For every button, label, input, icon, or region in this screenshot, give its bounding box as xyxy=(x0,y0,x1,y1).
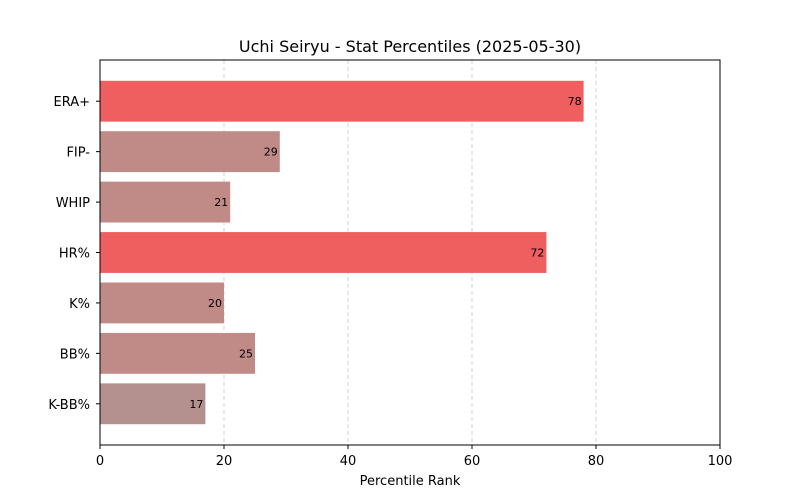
y-axis-ticks: ERA+ FIP- WHIP HR% K% BB% K-BB% xyxy=(48,95,100,413)
y-tick-label: FIP- xyxy=(66,146,90,161)
x-tick-label: 40 xyxy=(340,454,357,469)
y-tick-label: BB% xyxy=(60,347,90,362)
bar-value-label: 21 xyxy=(214,196,228,209)
bar-value-label: 72 xyxy=(530,247,544,260)
bar-value-label: 17 xyxy=(189,398,203,411)
bar-hr- xyxy=(100,232,547,273)
x-axis-title: Percentile Rank xyxy=(360,474,461,489)
x-axis-ticks: 0 20 40 60 80 100 xyxy=(96,445,733,469)
bar-whip xyxy=(100,181,231,223)
bar-value-label: 25 xyxy=(239,347,253,360)
bar-k-bb- xyxy=(100,383,206,425)
plot-frame xyxy=(99,59,721,446)
bar-bb- xyxy=(100,332,255,374)
bars-group xyxy=(100,80,584,425)
x-tick-label: 60 xyxy=(464,454,481,469)
chart-title: Uchi Seiryu - Stat Percentiles (2025-05-… xyxy=(239,37,581,56)
bar-value-label: 20 xyxy=(208,297,222,310)
x-tick-label: 0 xyxy=(96,454,104,469)
x-tick-label: 100 xyxy=(708,454,733,469)
bar-value-labels: 78 29 21 72 20 25 17 xyxy=(189,95,581,411)
y-tick-label: K-BB% xyxy=(48,398,90,413)
bar-value-label: 78 xyxy=(568,95,582,108)
x-tick-label: 80 xyxy=(588,454,605,469)
y-tick-label: HR% xyxy=(59,247,90,262)
bar-era- xyxy=(100,80,584,122)
x-tick-label: 20 xyxy=(216,454,233,469)
bar-value-label: 29 xyxy=(264,146,278,159)
bar-k- xyxy=(100,282,224,324)
y-tick-label: WHIP xyxy=(56,196,90,211)
bar-fip- xyxy=(100,131,280,173)
y-tick-label: ERA+ xyxy=(53,95,90,110)
y-tick-label: K% xyxy=(69,297,90,312)
